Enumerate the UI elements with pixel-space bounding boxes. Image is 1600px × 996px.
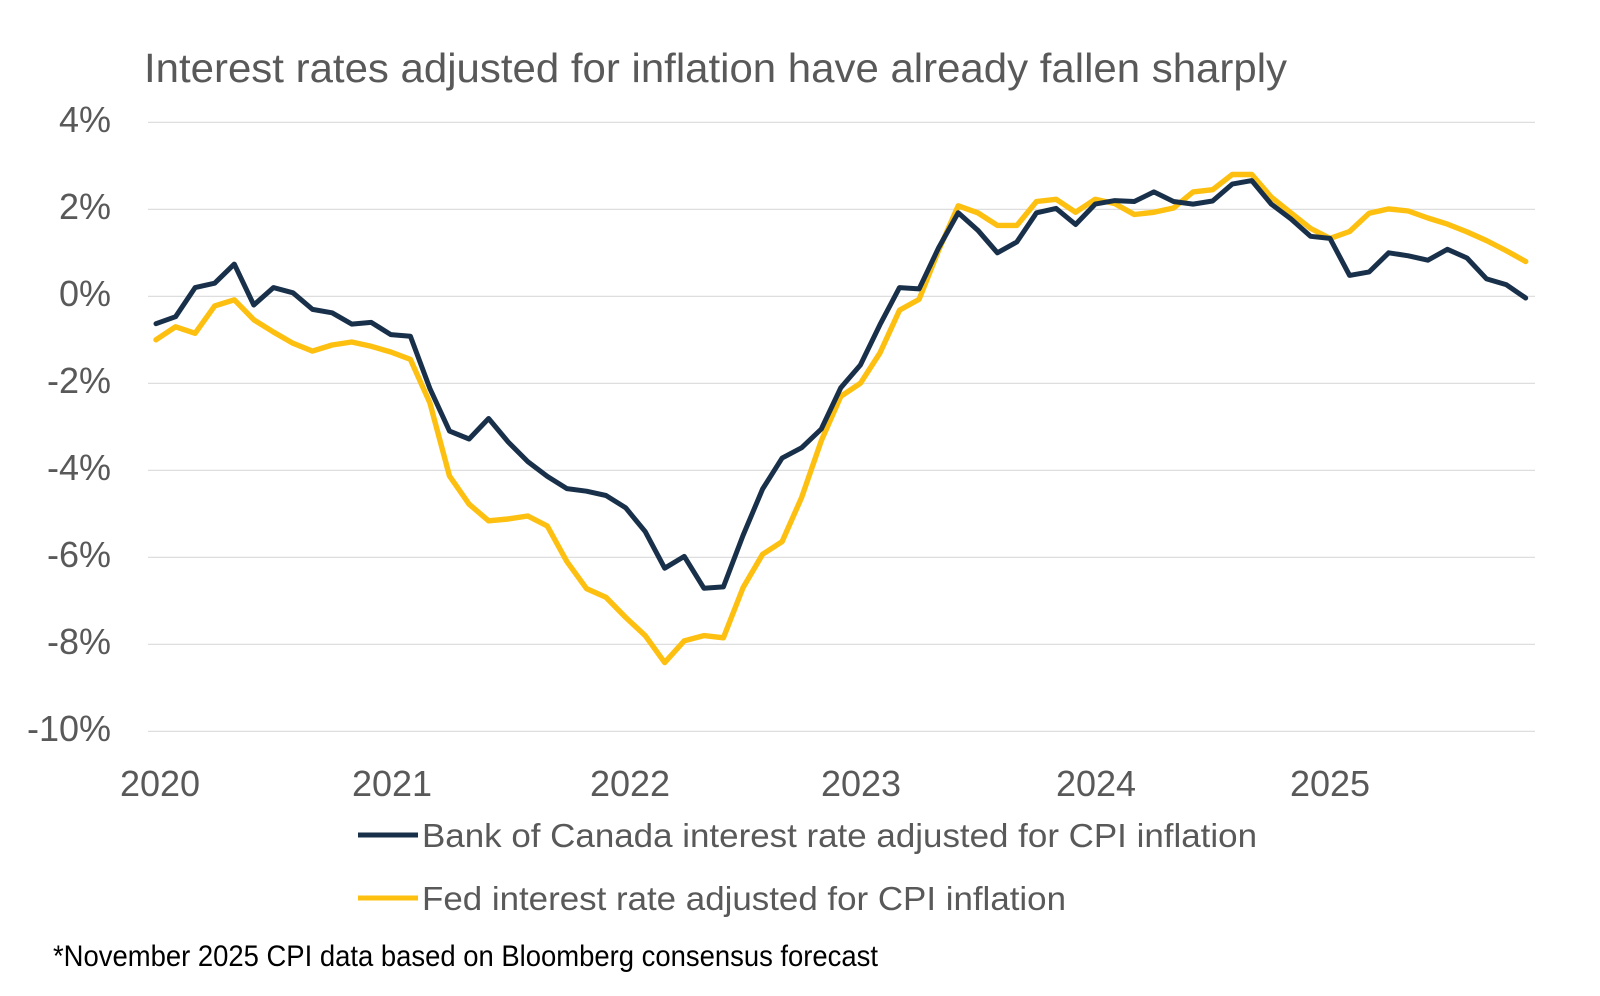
svg-text:Interest rates adjusted for in: Interest rates adjusted for inflation ha… xyxy=(144,45,1288,91)
svg-text:2022: 2022 xyxy=(590,763,670,804)
svg-text:Fed interest rate adjusted for: Fed interest rate adjusted for CPI infla… xyxy=(422,880,1066,917)
svg-text:4%: 4% xyxy=(59,99,111,140)
svg-text:2020: 2020 xyxy=(120,763,200,804)
svg-text:2%: 2% xyxy=(59,186,111,227)
svg-text:-4%: -4% xyxy=(47,447,111,488)
svg-text:*November 2025 CPI data based: *November 2025 CPI data based on Bloombe… xyxy=(53,940,879,973)
svg-text:0%: 0% xyxy=(59,273,111,314)
svg-text:2025: 2025 xyxy=(1290,763,1370,804)
svg-text:-10%: -10% xyxy=(27,708,111,749)
svg-text:-2%: -2% xyxy=(47,360,111,401)
svg-text:2024: 2024 xyxy=(1056,763,1136,804)
svg-text:2023: 2023 xyxy=(821,763,901,804)
svg-text:-8%: -8% xyxy=(47,621,111,662)
svg-text:2021: 2021 xyxy=(352,763,432,804)
svg-text:-6%: -6% xyxy=(47,534,111,575)
svg-text:Bank of Canada interest rate a: Bank of Canada interest rate adjusted fo… xyxy=(422,817,1257,854)
